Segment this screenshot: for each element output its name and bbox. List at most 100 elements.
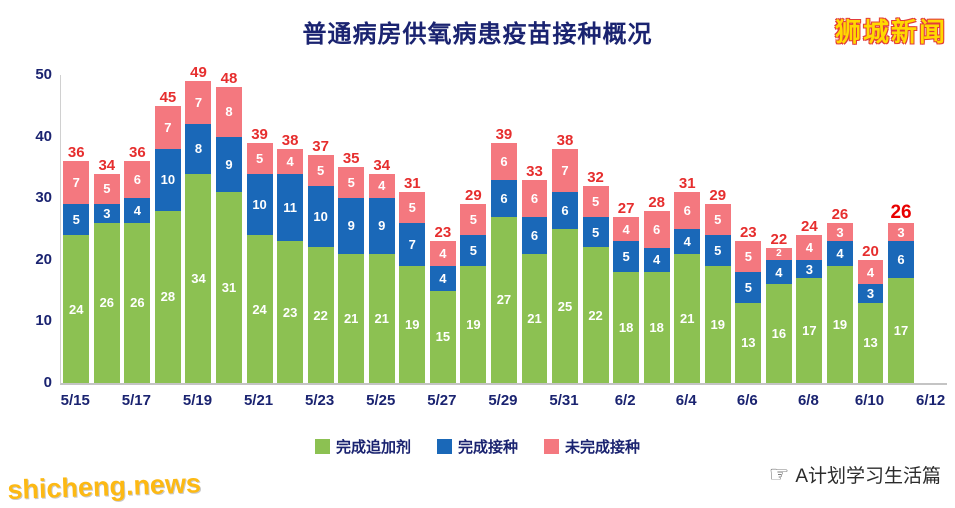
segment-booster: 24: [246, 235, 273, 383]
segment-not-fully-vaccinated: 5: [338, 167, 365, 199]
legend-label: 未完成接种: [565, 439, 641, 456]
brand-logo: 狮城新闻: [834, 17, 947, 47]
segment-not-fully-vaccinated: 5: [460, 204, 487, 236]
segment-booster: 16: [765, 284, 792, 383]
segment-not-fully-vaccinated: 4: [796, 235, 823, 260]
bar-total-label: 38: [556, 131, 574, 149]
segment-not-fully-vaccinated: 6: [674, 192, 701, 230]
bar-total-label: 36: [67, 144, 85, 162]
bar-total-label: 45: [159, 88, 177, 106]
segment-not-fully-vaccinated: 4: [368, 173, 395, 199]
segment-not-fully-vaccinated: 6: [124, 161, 151, 199]
segment-booster: 25: [552, 229, 578, 383]
x-tick-label: 6/4: [675, 392, 697, 409]
x-tick-label: 5/23: [305, 392, 335, 409]
segment-not-fully-vaccinated: 5: [704, 204, 731, 236]
bar-total-label: 49: [190, 64, 207, 82]
segment-fully-vaccinated: 9: [216, 136, 242, 193]
bar-column: 20 4 3 13: [855, 75, 886, 383]
bar-column: 32 5 5 22: [580, 75, 611, 383]
segment-not-fully-vaccinated: 5: [735, 241, 762, 273]
segment-fully-vaccinated: 4: [674, 229, 701, 254]
bar-total-label: 26: [831, 205, 849, 223]
segment-booster: 18: [613, 272, 640, 383]
segment-booster: 17: [796, 278, 823, 383]
segment-fully-vaccinated: 5: [735, 272, 762, 303]
x-tick-label: 6/8: [797, 392, 819, 409]
segment-fully-vaccinated: 5: [613, 241, 640, 273]
x-tick-label: 5/31: [549, 392, 579, 409]
segment-not-fully-vaccinated: 5: [246, 142, 273, 174]
bar-total-label: 48: [220, 70, 238, 88]
segment-fully-vaccinated: 5: [582, 216, 609, 248]
y-tick-label: 10: [35, 312, 52, 330]
x-tick-label: 6/2: [614, 392, 636, 409]
x-tick-label: 5/27: [427, 392, 457, 409]
legend-item: 完成追加剂: [314, 436, 411, 457]
segment-fully-vaccinated: 9: [368, 198, 395, 254]
segment-booster: 26: [124, 222, 151, 383]
segment-fully-vaccinated: 4: [826, 241, 853, 266]
bar-total-label: 27: [617, 199, 635, 217]
segment-booster: 19: [826, 265, 853, 383]
legend: 完成追加剂 完成接种 未完成接种: [0, 436, 955, 457]
y-tick-label: 40: [35, 127, 52, 145]
segment-booster: 19: [704, 265, 731, 383]
bar-column: 23 5 5 13: [733, 75, 764, 383]
credit-text: A计划学习生活篇: [795, 466, 941, 487]
bar-column: 26 3 4 19: [825, 75, 856, 383]
x-tick-label: 5/25: [366, 392, 396, 409]
bar-column: 45 7 10 28: [153, 75, 184, 383]
segment-fully-vaccinated: 7: [399, 222, 426, 266]
legend-swatch: [314, 439, 330, 454]
x-tick-spacer: [518, 392, 549, 409]
chart-title: 普通病房供氧病患疫苗接种概况: [302, 21, 653, 48]
bar-column: 48 8 9 31: [214, 71, 245, 383]
segment-fully-vaccinated: 5: [704, 235, 731, 266]
segment-not-fully-vaccinated: 5: [399, 192, 426, 223]
x-tick-label: 5/15: [60, 392, 90, 409]
segment-fully-vaccinated: 8: [185, 124, 212, 174]
bar-column: 36 7 5 24: [61, 75, 92, 383]
x-tick-spacer: [640, 392, 671, 409]
segment-not-fully-vaccinated: 5: [582, 185, 609, 217]
bar-column: 27 4 5 18: [611, 75, 642, 383]
segment-not-fully-vaccinated: 3: [826, 222, 853, 242]
segment-fully-vaccinated: 4: [429, 265, 456, 291]
y-tick-label: 30: [35, 189, 52, 207]
segment-booster: 17: [888, 278, 915, 383]
bar-column: 29 5 5 19: [702, 75, 733, 383]
segment-fully-vaccinated: 10: [246, 173, 273, 236]
segment-booster: 21: [521, 253, 548, 383]
segment-not-fully-vaccinated: 6: [643, 210, 670, 248]
segment-fully-vaccinated: 9: [338, 198, 365, 254]
bar-total-label: 32: [587, 168, 604, 186]
segment-booster: 31: [216, 192, 242, 383]
bar-total-label: 34: [98, 156, 116, 174]
segment-booster: 21: [368, 253, 395, 383]
y-tick-label: 50: [35, 66, 52, 83]
bar-total-label: 33: [526, 162, 543, 180]
bar-total-label: 37: [312, 138, 329, 156]
segment-fully-vaccinated: 5: [63, 204, 90, 236]
bar-column: 24 4 3 17: [794, 75, 825, 383]
bar-column: 26 3 6 17: [886, 75, 917, 383]
bar-column: 39 6 6 27: [489, 75, 520, 383]
bar-total-label: 35: [342, 150, 360, 168]
segment-fully-vaccinated: 10: [307, 185, 334, 248]
bar-total-label: 29: [465, 187, 482, 205]
bar-total-label: 20: [862, 242, 879, 260]
x-tick-label: 6/10: [854, 392, 885, 409]
segment-booster: 21: [338, 253, 365, 383]
segment-not-fully-vaccinated: 4: [429, 241, 456, 266]
segment-not-fully-vaccinated: 3: [888, 222, 915, 242]
bar-total-label: 39: [251, 125, 268, 143]
bar-total-label: 24: [801, 218, 818, 236]
segment-booster: 21: [674, 253, 701, 383]
x-tick-label: 5/17: [121, 392, 151, 409]
segment-not-fully-vaccinated: 7: [552, 148, 578, 193]
x-tick-spacer: [701, 392, 732, 409]
x-tick-spacer: [213, 392, 244, 409]
bar-column: 39 5 10 24: [244, 75, 275, 383]
